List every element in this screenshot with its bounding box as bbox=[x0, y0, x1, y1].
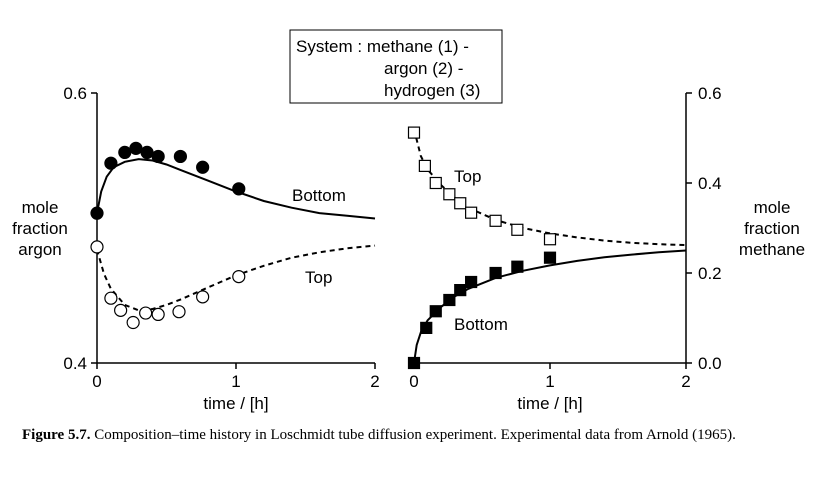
argon-y-label-line-1: mole bbox=[22, 198, 59, 217]
argon-top-point-0 bbox=[90, 240, 104, 254]
argon-bottom-point-5 bbox=[151, 149, 165, 164]
methane-bottom-point-3 bbox=[443, 293, 456, 307]
argon-x-ticks: 0 1 2 bbox=[92, 363, 380, 391]
argon-bottom-point-0 bbox=[90, 206, 104, 220]
argon-bottom-point-1 bbox=[104, 156, 118, 170]
system-line-3: hydrogen (3) bbox=[384, 81, 480, 100]
argon-y-tick-label-top: 0.6 bbox=[63, 84, 87, 103]
methane-y-label-line-3: methane bbox=[739, 240, 805, 259]
methane-bottom-point-4 bbox=[454, 284, 467, 297]
argon-y-tick-0.4: 0.4 bbox=[63, 354, 97, 373]
methane-y-tick-label-0.2: 0.2 bbox=[698, 264, 722, 283]
argon-top-point-5 bbox=[151, 307, 165, 321]
methane-x-tick-label-0: 0 bbox=[409, 372, 418, 391]
methane-top-point-8 bbox=[543, 233, 557, 246]
argon-y-label-line-3: argon bbox=[18, 240, 61, 259]
argon-bottom-point-3 bbox=[129, 141, 143, 155]
argon-bottom-curve-label: Bottom bbox=[292, 186, 346, 205]
argon-top-point-7 bbox=[196, 290, 210, 304]
methane-x-tick-label-2: 2 bbox=[681, 372, 690, 391]
methane-y-tick-label-0.0: 0.0 bbox=[698, 354, 722, 373]
methane-top-point-1 bbox=[418, 159, 431, 172]
argon-top-point-4 bbox=[139, 306, 153, 320]
methane-top-point-0 bbox=[407, 126, 421, 139]
methane-y-ticks: 0.6 0.4 0.2 0.0 bbox=[686, 84, 722, 373]
methane-top-point-7 bbox=[511, 223, 524, 236]
methane-y-tick-label-0.6: 0.6 bbox=[698, 84, 722, 103]
argon-plot: 0.6 0.4 0 1 2 time / [h] mole fraction a… bbox=[12, 84, 380, 413]
methane-y-label-line-2: fraction bbox=[744, 219, 800, 238]
system-line-1: System : methane (1) - bbox=[296, 37, 469, 56]
methane-top-point-4 bbox=[454, 197, 467, 210]
argon-bottom-point-6 bbox=[173, 149, 187, 164]
methane-top-point-6 bbox=[489, 214, 502, 227]
argon-y-tick-label-bottom: 0.4 bbox=[63, 354, 87, 373]
argon-bottom-point-4 bbox=[140, 145, 154, 159]
methane-x-axis-label: time / [h] bbox=[517, 394, 582, 413]
methane-bottom-point-0 bbox=[407, 356, 421, 370]
methane-top-point-3 bbox=[443, 188, 456, 201]
figure-caption: Figure 5.7. Composition–time history in … bbox=[22, 426, 822, 445]
methane-bottom-point-6 bbox=[489, 266, 502, 280]
methane-x-ticks: 0 1 2 bbox=[409, 363, 691, 391]
system-legend-box: System : methane (1) - argon (2) - hydro… bbox=[289, 29, 503, 104]
methane-top-point-2 bbox=[429, 176, 442, 190]
argon-y-axis-label: mole fraction argon bbox=[12, 198, 68, 259]
methane-bottom-point-2 bbox=[429, 305, 442, 318]
argon-top-point-1 bbox=[104, 291, 118, 305]
argon-y-tick-0.6: 0.6 bbox=[63, 84, 97, 103]
argon-x-tick-label-1: 1 bbox=[231, 372, 240, 391]
methane-x-tick-label-1: 1 bbox=[545, 372, 554, 391]
system-line-2: argon (2) - bbox=[384, 59, 463, 78]
methane-bottom-point-5 bbox=[465, 275, 478, 289]
methane-top-point-5 bbox=[465, 206, 478, 219]
caption-text: Composition–time history in Loschmidt tu… bbox=[94, 427, 736, 443]
argon-bottom-model-line bbox=[96, 158, 376, 220]
argon-x-tick-label-0: 0 bbox=[92, 372, 101, 391]
methane-bottom-curve-label: Bottom bbox=[454, 315, 508, 334]
methane-bottom-point-7 bbox=[511, 260, 524, 273]
argon-y-label-line-2: fraction bbox=[12, 219, 68, 238]
methane-plot: 0.6 0.4 0.2 0.0 0 1 2 time / [h] mole fr… bbox=[407, 84, 805, 413]
argon-bottom-point-2 bbox=[118, 145, 132, 159]
methane-top-model-line bbox=[413, 128, 687, 247]
methane-top-curve-label: Top bbox=[454, 167, 481, 186]
methane-bottom-point-1 bbox=[420, 321, 433, 334]
methane-bottom-model-line bbox=[413, 249, 687, 364]
argon-top-point-2 bbox=[114, 303, 128, 317]
methane-bottom-point-8 bbox=[543, 251, 557, 264]
caption-label: Figure 5.7. bbox=[22, 427, 91, 443]
argon-top-point-3 bbox=[126, 315, 140, 330]
argon-bottom-point-8 bbox=[232, 182, 246, 196]
methane-y-label-line-1: mole bbox=[754, 198, 791, 217]
methane-y-axis-label: mole fraction methane bbox=[739, 198, 805, 259]
methane-y-tick-label-0.4: 0.4 bbox=[698, 174, 722, 193]
argon-top-curve-label: Top bbox=[305, 268, 332, 287]
argon-bottom-point-7 bbox=[196, 160, 210, 174]
argon-top-point-6 bbox=[172, 305, 186, 319]
system-box-frame bbox=[289, 29, 503, 104]
argon-x-tick-label-2: 2 bbox=[370, 372, 379, 391]
argon-top-point-8 bbox=[232, 270, 246, 284]
argon-x-axis-label: time / [h] bbox=[203, 394, 268, 413]
